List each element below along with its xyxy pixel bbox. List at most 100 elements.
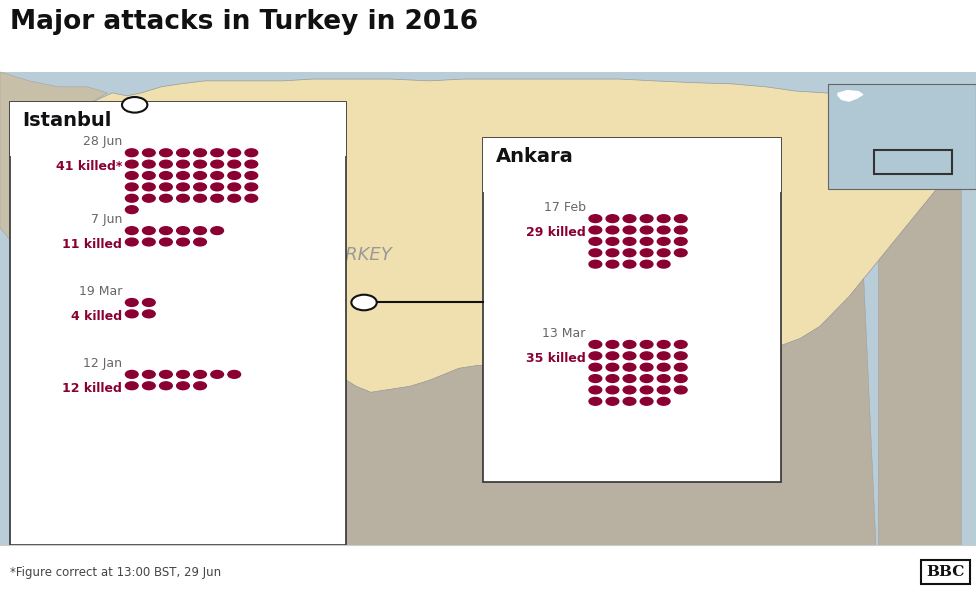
Circle shape [211,160,224,168]
Circle shape [245,194,258,202]
Circle shape [590,352,601,359]
Circle shape [590,214,601,222]
Circle shape [640,363,653,371]
Bar [828,84,976,189]
Circle shape [657,363,670,371]
Circle shape [177,370,189,379]
Circle shape [606,386,619,394]
Circle shape [657,237,670,246]
Circle shape [211,183,224,191]
Polygon shape [273,279,878,599]
Circle shape [160,183,173,191]
Circle shape [657,260,670,268]
Circle shape [606,363,619,371]
Circle shape [142,183,155,191]
Circle shape [640,352,653,359]
Circle shape [142,194,155,202]
Circle shape [590,375,601,383]
Circle shape [623,386,636,394]
Circle shape [177,194,189,202]
Circle shape [194,171,207,180]
Bar [0,72,976,599]
Polygon shape [59,79,961,392]
Circle shape [623,214,636,222]
Text: 19 Mar: 19 Mar [79,285,122,298]
Circle shape [227,149,241,157]
Circle shape [657,375,670,383]
Text: 11 killed: 11 killed [62,238,122,251]
Circle shape [194,194,207,202]
Circle shape [126,238,139,246]
Circle shape [126,310,139,318]
Text: Major attacks in Turkey in 2016: Major attacks in Turkey in 2016 [10,9,478,35]
Text: 29 killed: 29 killed [526,226,586,239]
Circle shape [623,237,636,246]
Circle shape [142,238,155,246]
Circle shape [606,398,619,405]
Circle shape [227,183,241,191]
Circle shape [194,160,207,168]
Circle shape [590,340,601,348]
Circle shape [674,237,687,246]
Circle shape [245,183,258,191]
Circle shape [606,226,619,234]
Circle shape [674,386,687,394]
Circle shape [623,226,636,234]
Circle shape [142,171,155,180]
Circle shape [351,295,377,310]
Circle shape [142,149,155,157]
Circle shape [657,214,670,222]
Circle shape [657,352,670,359]
Circle shape [245,160,258,168]
Circle shape [142,382,155,389]
Circle shape [126,205,139,213]
Circle shape [657,398,670,405]
Circle shape [590,386,601,394]
Circle shape [674,249,687,256]
Circle shape [177,149,189,157]
Text: *Figure correct at 13:00 BST, 29 Jun: *Figure correct at 13:00 BST, 29 Jun [10,565,221,579]
Circle shape [160,382,173,389]
Circle shape [623,249,636,256]
Bar [483,138,781,192]
Polygon shape [878,138,961,599]
Circle shape [160,171,173,180]
Circle shape [590,260,601,268]
Circle shape [590,237,601,246]
Bar [828,84,976,189]
Text: 7 Jun: 7 Jun [91,213,122,226]
Circle shape [211,226,224,235]
Circle shape [674,375,687,383]
Circle shape [606,375,619,383]
Circle shape [194,226,207,235]
Circle shape [606,249,619,256]
Circle shape [211,171,224,180]
Circle shape [160,149,173,157]
Circle shape [606,260,619,268]
Text: 28 Jun: 28 Jun [83,135,122,148]
Circle shape [126,149,139,157]
Circle shape [623,340,636,348]
Circle shape [126,171,139,180]
Circle shape [142,298,155,307]
Text: BBC: BBC [926,565,964,579]
Bar [10,102,346,545]
Circle shape [126,370,139,379]
Circle shape [674,226,687,234]
Text: 13 Mar: 13 Mar [543,326,586,340]
Circle shape [606,352,619,359]
Circle shape [142,160,155,168]
Circle shape [640,375,653,383]
Text: Ankara: Ankara [496,147,574,166]
Bar [874,150,952,174]
Circle shape [211,149,224,157]
Circle shape [126,226,139,235]
Circle shape [674,340,687,348]
Circle shape [126,160,139,168]
Circle shape [640,249,653,256]
Polygon shape [0,72,107,288]
Circle shape [211,370,224,379]
Text: 12 killed: 12 killed [62,382,122,395]
Circle shape [623,375,636,383]
Circle shape [126,382,139,389]
